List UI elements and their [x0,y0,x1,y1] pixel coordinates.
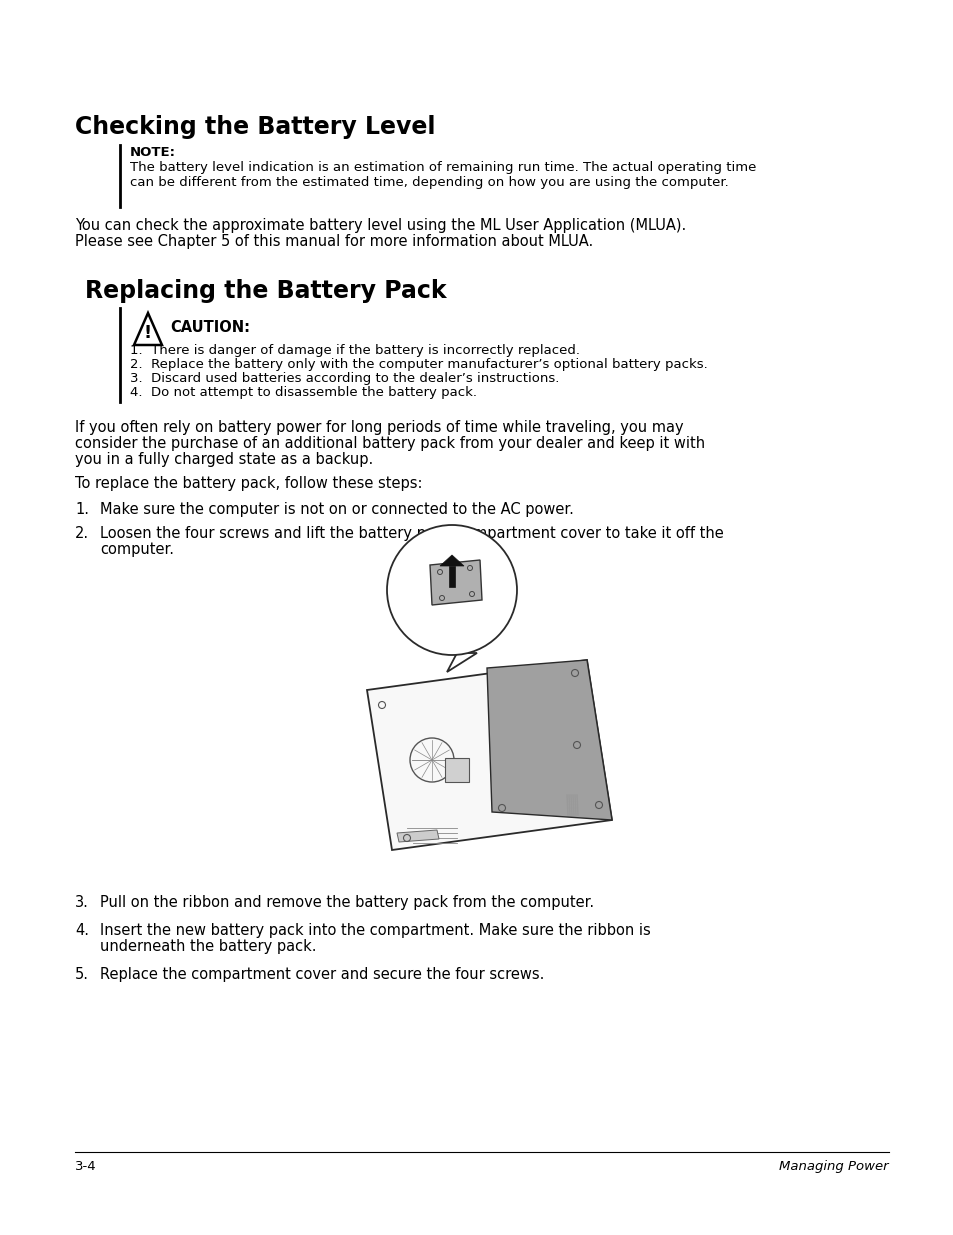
Text: To replace the battery pack, follow these steps:: To replace the battery pack, follow thes… [75,475,422,492]
Polygon shape [396,830,438,842]
FancyBboxPatch shape [444,758,469,782]
Text: 1.  There is danger of damage if the battery is incorrectly replaced.: 1. There is danger of damage if the batt… [130,345,579,357]
Text: !: ! [144,324,152,342]
Text: Replacing the Battery Pack: Replacing the Battery Pack [85,279,446,303]
Text: computer.: computer. [100,542,173,557]
Text: The battery level indication is an estimation of remaining run time. The actual : The battery level indication is an estim… [130,161,756,174]
Text: 3.  Discard used batteries according to the dealer’s instructions.: 3. Discard used batteries according to t… [130,372,558,385]
Text: Checking the Battery Level: Checking the Battery Level [75,115,435,140]
Text: you in a fully charged state as a backup.: you in a fully charged state as a backup… [75,452,373,467]
Text: 4.  Do not attempt to disassemble the battery pack.: 4. Do not attempt to disassemble the bat… [130,387,476,399]
Polygon shape [430,559,481,605]
Text: 5.: 5. [75,967,89,982]
Text: 3.: 3. [75,895,89,910]
Circle shape [387,525,517,655]
Text: Replace the compartment cover and secure the four screws.: Replace the compartment cover and secure… [100,967,544,982]
Text: underneath the battery pack.: underneath the battery pack. [100,939,316,953]
Polygon shape [367,659,612,850]
Text: If you often rely on battery power for long periods of time while traveling, you: If you often rely on battery power for l… [75,420,683,435]
Text: 2.: 2. [75,526,89,541]
Text: 3-4: 3-4 [75,1160,96,1173]
Text: CAUTION:: CAUTION: [170,320,250,335]
Text: Make sure the computer is not on or connected to the AC power.: Make sure the computer is not on or conn… [100,501,574,517]
Text: Insert the new battery pack into the compartment. Make sure the ribbon is: Insert the new battery pack into the com… [100,923,650,939]
Polygon shape [486,659,612,820]
Text: can be different from the estimated time, depending on how you are using the com: can be different from the estimated time… [130,177,728,189]
Polygon shape [439,555,463,566]
Text: Loosen the four screws and lift the battery pack compartment cover to take it of: Loosen the four screws and lift the batt… [100,526,723,541]
Text: Please see Chapter 5 of this manual for more information about MLUA.: Please see Chapter 5 of this manual for … [75,233,593,249]
Text: consider the purchase of an additional battery pack from your dealer and keep it: consider the purchase of an additional b… [75,436,704,451]
Text: Managing Power: Managing Power [779,1160,888,1173]
Text: 2.  Replace the battery only with the computer manufacturer’s optional battery p: 2. Replace the battery only with the com… [130,358,707,370]
Text: NOTE:: NOTE: [130,146,175,159]
Text: Pull on the ribbon and remove the battery pack from the computer.: Pull on the ribbon and remove the batter… [100,895,594,910]
Polygon shape [447,653,476,672]
Text: You can check the approximate battery level using the ML User Application (MLUA): You can check the approximate battery le… [75,219,685,233]
Text: 1.: 1. [75,501,89,517]
Polygon shape [449,566,455,587]
Text: 4.: 4. [75,923,89,939]
